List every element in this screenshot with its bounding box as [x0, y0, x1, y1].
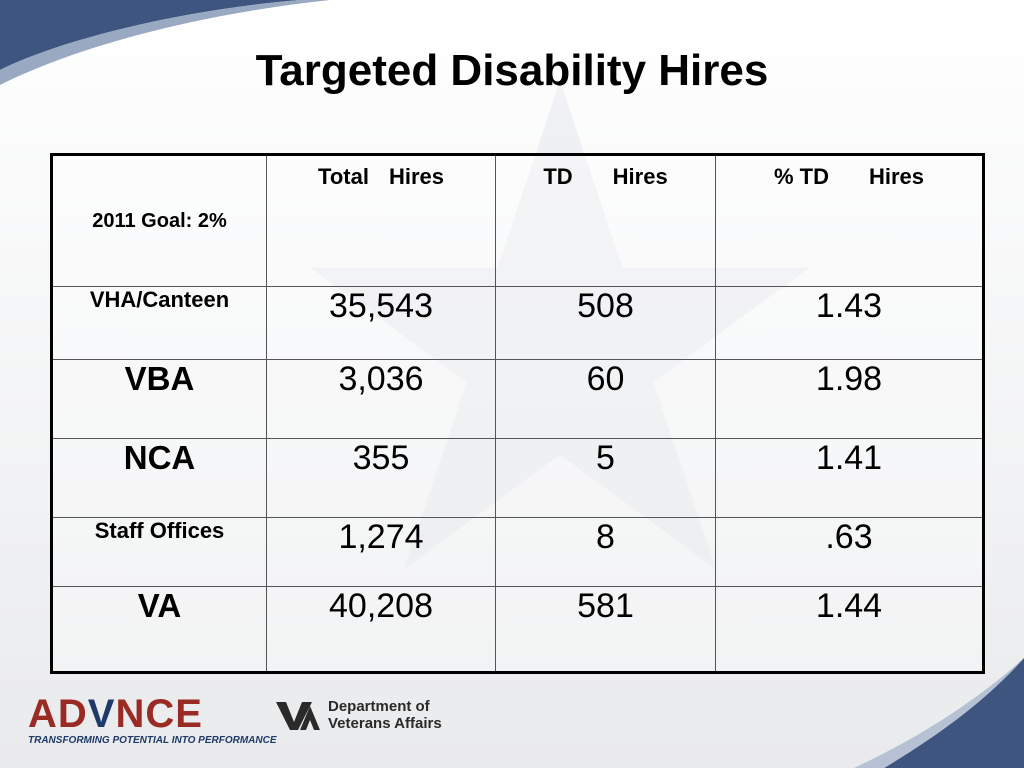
row-label: NCA [51, 438, 267, 518]
cell-pct-td: 1.43 [715, 286, 984, 360]
header-td-hires: TD Hires [495, 154, 716, 287]
row-label: VBA [51, 359, 267, 439]
hires-table: 2011 Goal: 2% Total Hires TD Hires % TD Hir… [50, 153, 985, 674]
cell-total-hires: 35,543 [266, 286, 496, 360]
cell-td-hires: 8 [495, 517, 716, 587]
cell-pct-td: 1.98 [715, 359, 984, 439]
cell-pct-td: 1.44 [715, 586, 984, 673]
cell-total-hires: 40,208 [266, 586, 496, 673]
table-header-row: 2011 Goal: 2% Total Hires TD Hires % TD Hir… [51, 154, 984, 287]
cell-total-hires: 3,036 [266, 359, 496, 439]
cell-td-hires: 508 [495, 286, 716, 360]
header-total-hires: Total Hires [266, 154, 496, 287]
table-row: VA 40,208 581 1.44 [51, 586, 984, 673]
table-row: Staff Offices 1,274 8 .63 [51, 517, 984, 587]
row-label: Staff Offices [51, 517, 267, 587]
advance-wordmark: ADVNCE [28, 692, 203, 736]
cell-pct-td: 1.41 [715, 438, 984, 518]
row-label: VA [51, 586, 267, 673]
top-swoosh-decoration [0, 0, 330, 85]
va-emblem-icon [276, 702, 320, 730]
advance-logo: ADVNCE TRANSFORMING POTENTIAL INTO PERFO… [28, 692, 277, 746]
table-row: NCA 355 5 1.41 [51, 438, 984, 518]
page-title: Targeted Disability Hires [255, 46, 769, 95]
table-row: VHA/Canteen 35,543 508 1.43 [51, 286, 984, 360]
cell-td-hires: 5 [495, 438, 716, 518]
cell-total-hires: 1,274 [266, 517, 496, 587]
cell-td-hires: 60 [495, 359, 716, 439]
cell-total-hires: 355 [266, 438, 496, 518]
bottom-swoosh-decoration [854, 658, 1024, 768]
advance-tagline: TRANSFORMING POTENTIAL INTO PERFORMANCE [28, 735, 277, 746]
row-label: VHA/Canteen [51, 286, 267, 360]
cell-td-hires: 581 [495, 586, 716, 673]
va-logo-text: Department of Veterans Affairs [328, 698, 442, 732]
cell-pct-td: .63 [715, 517, 984, 587]
goal-cell: 2011 Goal: 2% [51, 154, 267, 287]
header-pct-td-hires: % TD Hires [715, 154, 984, 287]
va-logo: Department of Veterans Affairs [276, 698, 442, 732]
table-row: VBA 3,036 60 1.98 [51, 359, 984, 439]
